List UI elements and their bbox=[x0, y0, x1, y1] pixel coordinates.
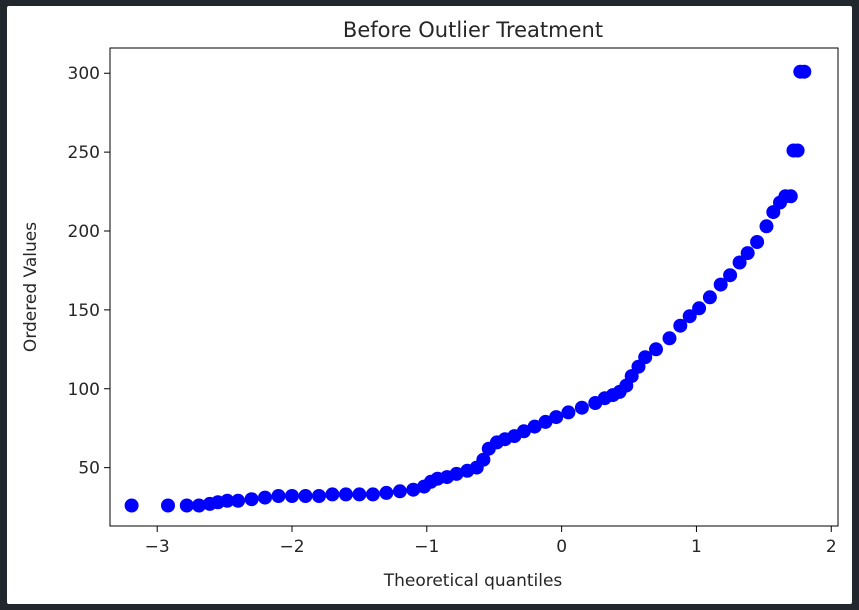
data-point bbox=[258, 490, 272, 505]
data-point bbox=[406, 482, 421, 497]
data-point bbox=[124, 498, 139, 513]
data-points bbox=[124, 64, 812, 513]
data-point bbox=[692, 301, 707, 316]
data-point bbox=[574, 400, 589, 415]
data-point bbox=[682, 309, 697, 324]
data-point bbox=[312, 489, 326, 503]
y-tick-label: 300 bbox=[68, 64, 100, 84]
x-tick-label: 0 bbox=[556, 537, 567, 557]
data-point bbox=[179, 498, 194, 513]
data-point bbox=[379, 485, 394, 500]
data-point bbox=[538, 414, 553, 429]
data-point bbox=[338, 487, 353, 502]
data-point bbox=[527, 419, 542, 434]
data-point bbox=[449, 466, 464, 481]
data-point bbox=[561, 405, 576, 420]
figure: Before Outlier Treatment −3 −2 −1 0 1 2 50 100… bbox=[7, 6, 852, 604]
data-point bbox=[365, 487, 380, 502]
chart-title: Before Outlier Treatment bbox=[343, 18, 603, 42]
x-tick-label: 1 bbox=[691, 537, 702, 557]
data-point bbox=[740, 246, 755, 261]
x-tick-label: −1 bbox=[414, 537, 439, 557]
y-axis-ticks: 50 100 150 200 250 300 bbox=[68, 64, 110, 479]
data-point bbox=[638, 350, 653, 365]
axes-frame bbox=[109, 47, 839, 527]
x-axis-label: Theoretical quantiles bbox=[383, 571, 563, 591]
data-point bbox=[352, 487, 367, 502]
y-tick-label: 50 bbox=[78, 459, 100, 479]
data-point bbox=[285, 489, 299, 503]
data-point bbox=[516, 424, 531, 439]
data-point bbox=[476, 452, 491, 467]
x-tick-label: 2 bbox=[826, 537, 837, 557]
x-tick-label: −3 bbox=[145, 537, 170, 557]
data-point bbox=[723, 268, 738, 283]
data-point bbox=[325, 487, 340, 502]
data-point bbox=[244, 492, 259, 507]
data-point bbox=[271, 489, 286, 503]
data-point bbox=[797, 64, 812, 79]
data-point bbox=[759, 219, 774, 234]
data-point bbox=[702, 290, 717, 305]
data-point bbox=[220, 493, 235, 508]
y-axis-label: Ordered Values bbox=[21, 222, 41, 352]
data-point bbox=[192, 498, 206, 513]
qq-plot: Before Outlier Treatment −3 −2 −1 0 1 2 50 100… bbox=[21, 18, 839, 591]
data-point bbox=[673, 318, 688, 333]
y-tick-label: 250 bbox=[68, 143, 100, 163]
y-tick-label: 150 bbox=[68, 301, 100, 321]
x-axis-ticks: −3 −2 −1 0 1 2 bbox=[145, 526, 837, 557]
data-point bbox=[161, 498, 175, 513]
data-point bbox=[649, 342, 663, 357]
data-point bbox=[298, 489, 313, 503]
x-tick-label: −2 bbox=[279, 537, 304, 557]
data-point bbox=[783, 189, 798, 204]
data-point bbox=[732, 255, 747, 270]
data-point bbox=[750, 235, 765, 249]
data-point bbox=[231, 493, 246, 508]
y-tick-label: 100 bbox=[68, 380, 100, 400]
data-point bbox=[392, 484, 407, 499]
data-point bbox=[713, 277, 728, 292]
data-point bbox=[790, 143, 805, 158]
data-point bbox=[662, 331, 677, 346]
data-point bbox=[549, 410, 564, 425]
y-tick-label: 200 bbox=[68, 222, 100, 242]
